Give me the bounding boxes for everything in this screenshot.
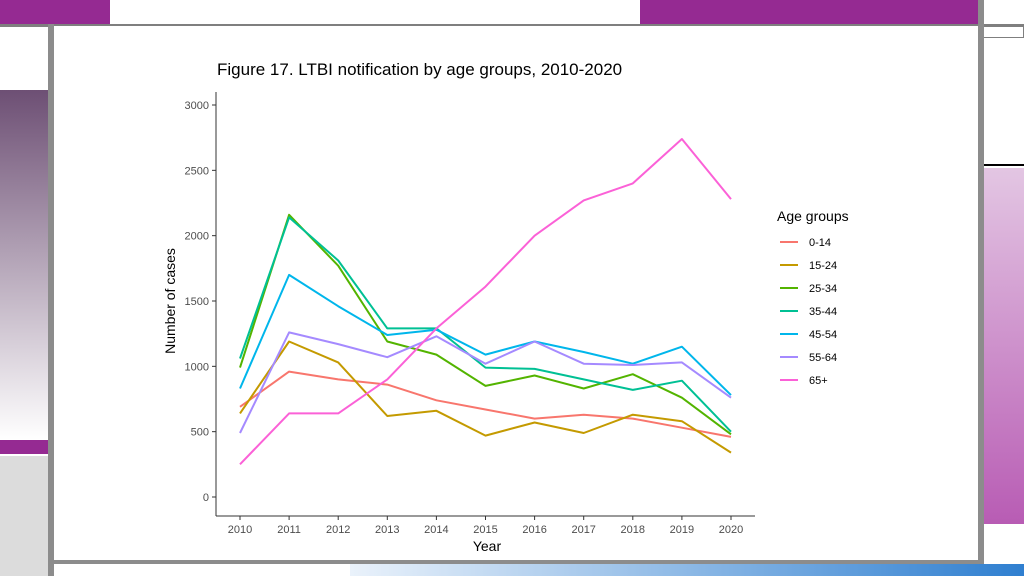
x-tick-label: 2011 xyxy=(277,524,301,536)
x-tick-label: 2018 xyxy=(621,524,645,536)
x-tick-label: 2017 xyxy=(571,524,595,536)
legend-label-25-34: 25-34 xyxy=(809,283,837,295)
y-axis-title: Number of cases xyxy=(162,248,178,354)
legend-label-45-54: 45-54 xyxy=(809,329,837,341)
legend-label-65+: 65+ xyxy=(809,375,828,387)
right-gradient-panel xyxy=(984,168,1024,524)
legend: Age groups 0-14 15-24 25-34 35-44 45-54 55-64… xyxy=(777,208,849,387)
x-tick-label: 2020 xyxy=(719,524,743,536)
legend-title: Age groups xyxy=(777,208,849,224)
x-tick-label: 2010 xyxy=(228,524,252,536)
x-tick-label: 2016 xyxy=(522,524,546,536)
top-right-purple-bar xyxy=(640,0,980,24)
right-frame-line xyxy=(978,0,984,576)
left-gradient-panel xyxy=(0,90,48,440)
series-line-15-24 xyxy=(239,340,732,454)
y-tick-label: 3000 xyxy=(185,100,209,112)
y-tick-label: 0 xyxy=(203,492,209,504)
series-line-45-54 xyxy=(239,273,732,396)
x-tick-label: 2015 xyxy=(473,524,497,536)
chart-panel: Figure 17. LTBI notification by age grou… xyxy=(54,26,978,560)
y-tick-label: 1000 xyxy=(185,361,209,373)
bottom-blue-gradient-bar xyxy=(350,564,1024,576)
series-line-35-44 xyxy=(239,216,732,433)
legend-label-35-44: 35-44 xyxy=(809,306,837,318)
chart-title: Figure 17. LTBI notification by age grou… xyxy=(217,60,622,79)
y-tick-label: 500 xyxy=(191,427,209,439)
top-gray-rule xyxy=(0,24,1024,27)
y-tick-label: 2500 xyxy=(185,165,209,177)
series-line-25-34 xyxy=(239,213,732,436)
x-axis-title: Year xyxy=(473,538,502,554)
line-chart: Figure 17. LTBI notification by age grou… xyxy=(162,60,849,554)
left-gray-block xyxy=(0,456,48,576)
x-tick-label: 2013 xyxy=(375,524,399,536)
series-line-0-14 xyxy=(239,370,732,438)
top-left-purple-bar xyxy=(0,0,110,24)
series-lines xyxy=(239,138,732,465)
x-tick-label: 2019 xyxy=(670,524,694,536)
y-tick-label: 1500 xyxy=(185,296,209,308)
legend-label-0-14: 0-14 xyxy=(809,237,831,249)
series-line-55-64 xyxy=(239,331,732,434)
axes: 0 500 1000 1500 2000 2500 3000 2010 2011 2012 2013… xyxy=(185,92,755,536)
x-tick-label: 2014 xyxy=(424,524,448,536)
series-line-65+ xyxy=(239,138,732,465)
right-black-rule xyxy=(984,164,1024,166)
left-purple-band xyxy=(0,440,48,454)
bottom-gray-rule xyxy=(54,560,978,564)
x-tick-label: 2012 xyxy=(326,524,350,536)
legend-label-15-24: 15-24 xyxy=(809,260,837,272)
left-frame-line xyxy=(48,24,54,576)
y-tick-label: 2000 xyxy=(185,231,209,243)
legend-label-55-64: 55-64 xyxy=(809,352,837,364)
